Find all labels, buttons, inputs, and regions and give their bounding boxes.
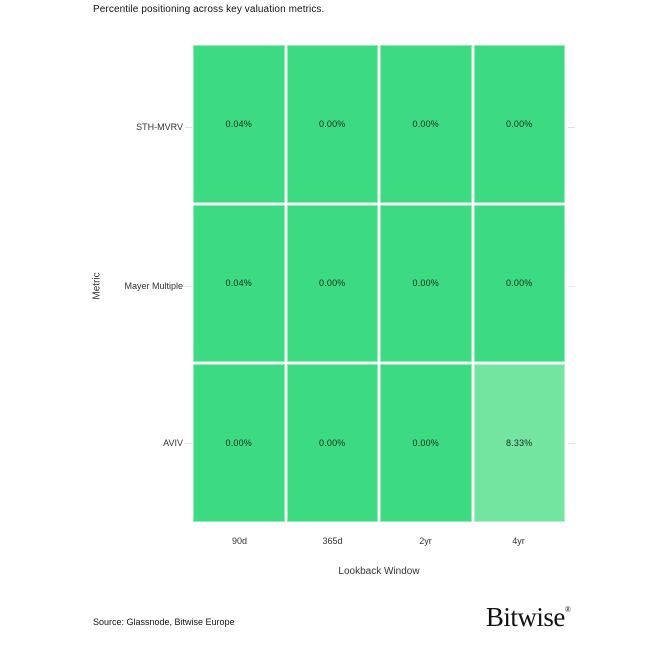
y-tick-label-sth-mvrv: STH-MVRV <box>136 122 183 132</box>
heatmap-cell: 0.00% <box>473 204 565 363</box>
y-tick-mark <box>185 443 192 444</box>
x-tick-label-90d: 90d <box>231 536 248 546</box>
cell-value: 8.33% <box>505 438 533 449</box>
cell-value: 0.00% <box>412 438 440 449</box>
x-tick-label-2yr: 2yr <box>419 536 432 546</box>
cell-value: 0.00% <box>318 278 346 289</box>
x-tick-label-365d: 365d <box>322 536 343 546</box>
bitwise-logo-text: Bitwise <box>485 602 566 632</box>
x-tick-label-4yr: 4yr <box>512 536 525 546</box>
cell-value: 0.00% <box>318 438 346 449</box>
registered-trademark-mark: ® <box>564 605 571 614</box>
y-tick-label-aviv: AVIV <box>163 438 183 448</box>
heatmap-cell: 0.00% <box>286 45 378 203</box>
cell-value: 0.00% <box>412 278 440 289</box>
cell-value: 0.04% <box>225 118 253 129</box>
heatmap-cell: 0.00% <box>380 45 472 203</box>
heatmap-cell: 0.04% <box>193 204 285 363</box>
bitwise-logo: Bitwise® <box>486 602 571 633</box>
y-tick-mark <box>185 286 192 287</box>
cell-value: 0.00% <box>318 118 346 129</box>
cell-value: 0.00% <box>505 118 533 129</box>
cell-value: 0.00% <box>505 278 533 289</box>
heatmap-cell: 0.00% <box>380 364 472 522</box>
cell-value: 0.00% <box>412 118 440 129</box>
heatmap-cell: 0.04% <box>193 45 285 203</box>
cell-value: 0.04% <box>225 278 253 289</box>
heatmap-cell: 0.00% <box>473 45 565 203</box>
heatmap-cell: 0.00% <box>380 204 472 363</box>
source-note: Source: Glassnode, Bitwise Europe <box>93 617 235 627</box>
heatmap-cell: 0.00% <box>286 204 378 363</box>
heatmap-cell: 8.33% <box>473 364 565 522</box>
y-tick-mark-right <box>568 443 575 444</box>
y-tick-mark-right <box>568 127 575 128</box>
heatmap-cell: 0.00% <box>286 364 378 522</box>
cell-value: 0.00% <box>225 438 253 449</box>
heatmap-cell: 0.00% <box>193 364 285 522</box>
heatmap-grid: 0.04% 0.00% 0.00% 0.00% 0.04% 0.00% 0.00… <box>193 45 565 522</box>
y-axis-title: Metric <box>91 272 103 300</box>
y-tick-mark-right <box>568 286 575 287</box>
x-axis-title: Lookback Window <box>338 566 420 577</box>
chart-title: Percentile positioning across key valuat… <box>93 4 325 15</box>
y-tick-mark <box>185 127 192 128</box>
y-tick-label-mayer-multiple: Mayer Multiple <box>124 281 183 291</box>
